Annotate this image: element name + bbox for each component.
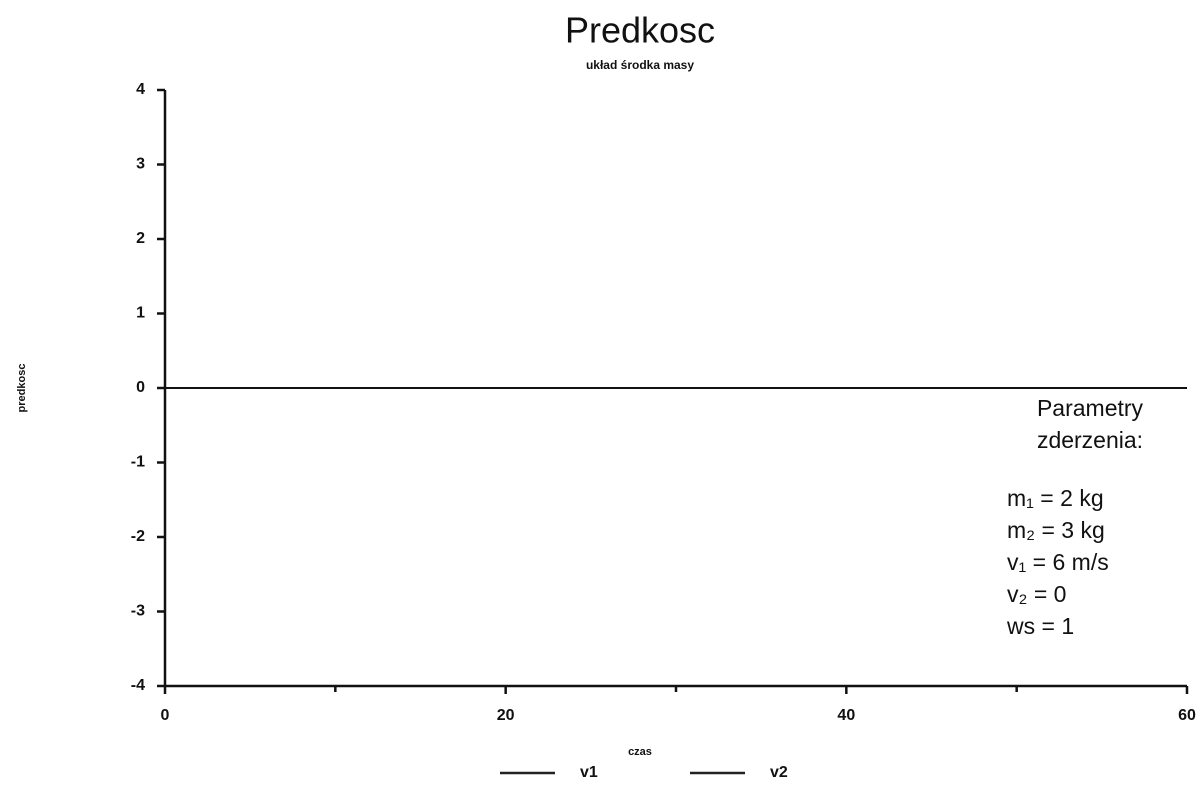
legend-label: v1	[580, 764, 598, 781]
y-tick-label: 2	[136, 230, 145, 247]
y-tick-label: 1	[136, 305, 145, 322]
y-axis-label: predkosc	[16, 364, 28, 413]
y-tick-label: -4	[131, 677, 145, 694]
x-tick-label: 40	[837, 707, 855, 724]
x-tick-label: 20	[497, 707, 515, 724]
annotation: zderzenia:	[1037, 427, 1143, 453]
annotation: Parametry	[1037, 395, 1144, 421]
x-tick-label: 60	[1178, 707, 1196, 724]
annotation: ws = 1	[1006, 613, 1074, 639]
y-tick-label: -1	[131, 454, 145, 471]
y-tick-label: 3	[136, 156, 145, 173]
annotation: m₁ = 2 kg	[1007, 485, 1104, 511]
annotation: v₁ = 6 m/s	[1007, 549, 1109, 575]
x-tick-label: 0	[161, 707, 170, 724]
y-tick-label: -3	[131, 603, 145, 620]
x-axis-label: czas	[628, 746, 652, 758]
y-tick-label: 0	[136, 379, 145, 396]
annotation: v₂ = 0	[1007, 581, 1066, 607]
legend-label: v2	[770, 764, 788, 781]
chart-title: Predkosc	[565, 10, 715, 51]
y-tick-label: -2	[131, 528, 145, 545]
annotation: m₂ = 3 kg	[1007, 517, 1105, 543]
chart-subtitle: układ środka masy	[586, 58, 694, 72]
y-tick-label: 4	[136, 81, 145, 98]
